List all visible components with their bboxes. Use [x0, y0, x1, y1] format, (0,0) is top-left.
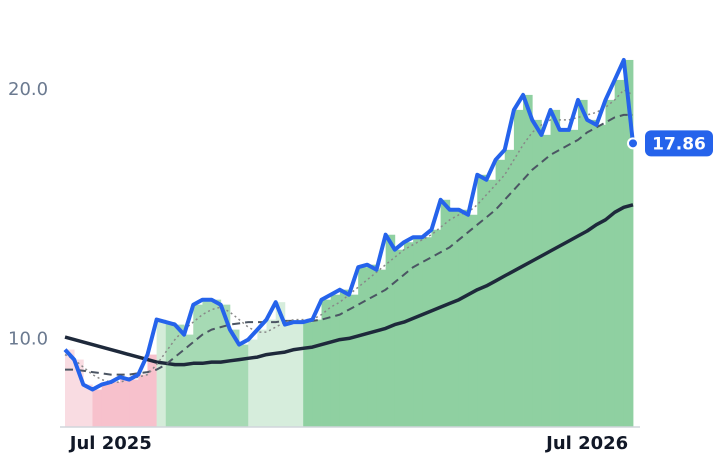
last-value-label: 17.86	[652, 134, 706, 154]
area-step	[550, 109, 561, 427]
area-step	[523, 94, 533, 428]
area-step	[458, 209, 469, 427]
area-step	[358, 267, 368, 427]
area-step	[541, 134, 551, 428]
area-step	[138, 374, 148, 427]
area-step	[376, 269, 387, 427]
line	[63, 58, 635, 392]
area-step	[312, 319, 322, 427]
y-tick-label: 10.0	[8, 329, 48, 350]
area-step	[229, 329, 240, 427]
area-step	[284, 324, 295, 427]
area-step	[559, 129, 570, 427]
area-step	[129, 379, 139, 427]
area-step	[101, 384, 112, 427]
area-step	[339, 289, 350, 427]
area-step	[303, 322, 313, 427]
last-point	[627, 137, 639, 150]
area-step	[449, 209, 460, 427]
area-step	[403, 242, 414, 427]
area-step	[83, 384, 93, 427]
area-step	[385, 234, 396, 427]
area-step	[394, 249, 405, 427]
area-step	[468, 214, 478, 427]
area-step	[74, 359, 84, 427]
y-tick-label: 20.0	[8, 79, 48, 100]
area-step	[147, 354, 158, 427]
area-step	[266, 319, 277, 427]
area-step	[119, 377, 130, 427]
area-step	[532, 119, 542, 427]
area-step	[184, 334, 194, 427]
area-step	[587, 119, 597, 427]
area-step	[477, 174, 487, 427]
area-step	[165, 322, 176, 427]
area-step	[330, 294, 341, 427]
area-step	[321, 299, 332, 427]
area-step	[605, 99, 616, 427]
area-step	[275, 302, 286, 427]
area-step	[156, 319, 167, 427]
area-step	[568, 129, 579, 427]
area-step	[110, 382, 121, 427]
area-step	[294, 322, 304, 427]
x-tick-label: Jul 2026	[544, 433, 628, 454]
area-step	[623, 59, 634, 427]
area-step	[486, 179, 496, 427]
area-step	[504, 149, 515, 427]
line	[65, 113, 633, 376]
area-step	[440, 199, 451, 427]
line	[64, 203, 634, 367]
area-step	[257, 329, 267, 427]
area-step	[248, 339, 258, 427]
area-step	[220, 304, 231, 427]
area-step	[349, 294, 359, 427]
area-step	[596, 124, 606, 428]
area-step	[174, 324, 185, 427]
x-tick-label: Jul 2025	[68, 433, 152, 454]
area-step	[367, 264, 377, 427]
area-step	[422, 237, 432, 427]
area-step	[614, 79, 625, 427]
area-step	[239, 344, 249, 427]
last-value-badge	[645, 130, 713, 157]
area-step	[193, 304, 203, 427]
area-step	[413, 237, 423, 427]
area-step	[431, 229, 442, 427]
area-step	[92, 389, 103, 427]
area-step	[495, 159, 506, 427]
area-step	[65, 349, 75, 427]
area-step	[578, 99, 588, 427]
